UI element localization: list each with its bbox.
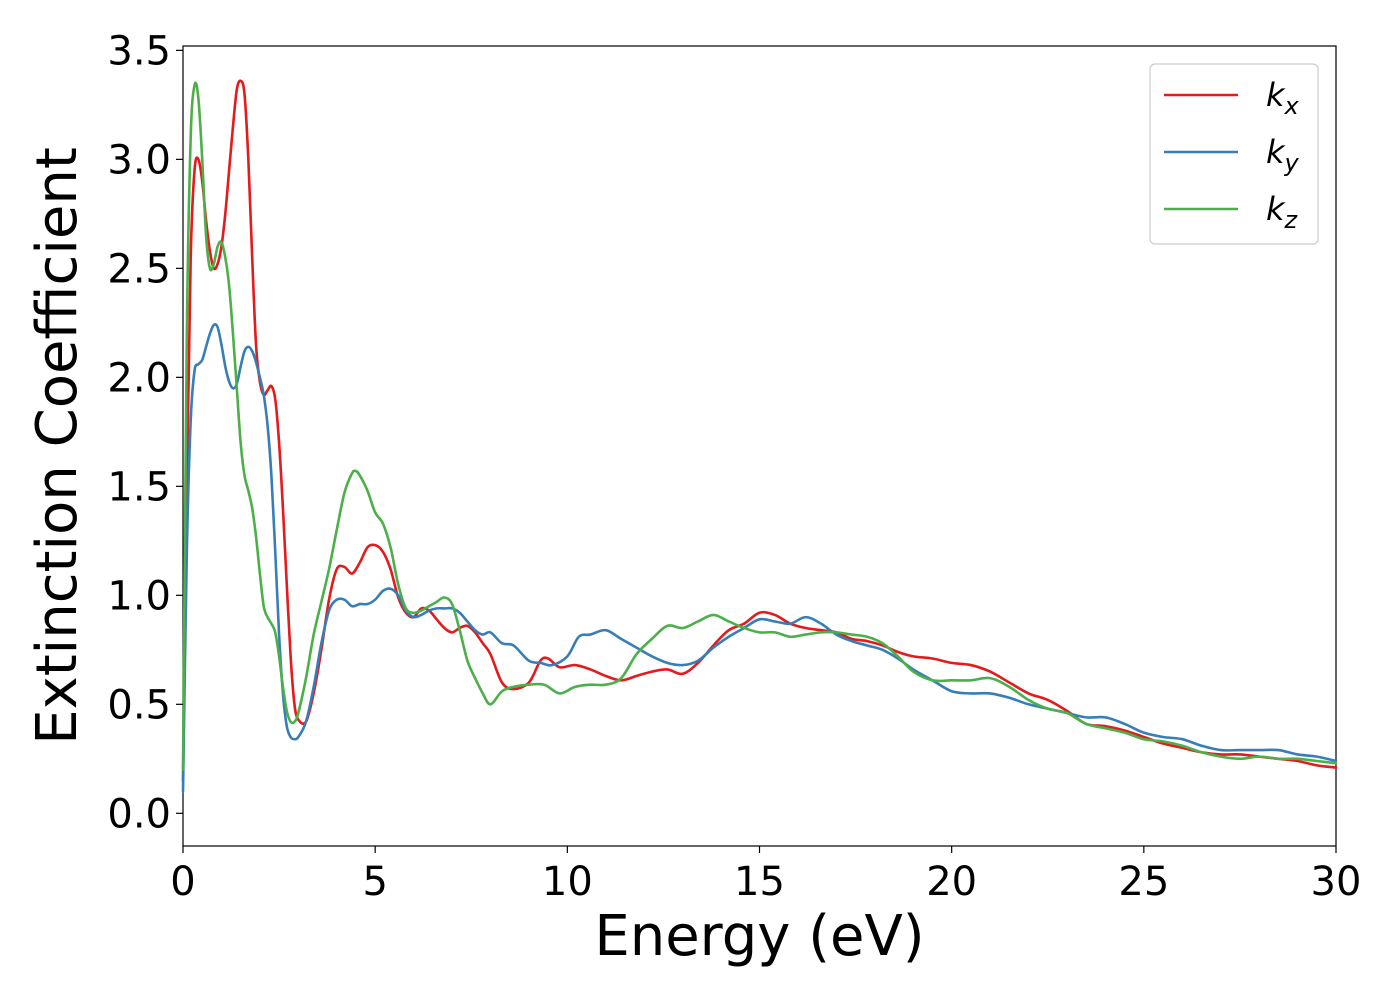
y-axis-title: Extinction Coefficient xyxy=(25,147,90,745)
series-line-kz xyxy=(181,81,1338,772)
legend: kx ky kz xyxy=(1149,63,1319,245)
y-tick-label: 2.0 xyxy=(107,355,171,401)
x-tick-label: 20 xyxy=(926,859,977,905)
plot-frame xyxy=(182,45,1337,847)
legend-label: ky xyxy=(1266,133,1300,177)
legend-box xyxy=(1149,63,1319,245)
y-tick-label: 3.0 xyxy=(107,137,171,183)
legend-label: kz xyxy=(1266,190,1299,234)
x-tick-label: 10 xyxy=(542,859,593,905)
y-tick-label: 0.0 xyxy=(107,791,171,837)
legend-entry-ky: ky xyxy=(1164,133,1300,177)
series-group xyxy=(181,79,1338,793)
x-tick-label: 25 xyxy=(1118,859,1169,905)
x-tick-label: 30 xyxy=(1311,859,1362,905)
x-axis: 0 5 10 15 20 25 30 xyxy=(170,846,1361,905)
series-line-ky xyxy=(181,323,1338,793)
x-axis-title: Energy (eV) xyxy=(594,904,924,969)
x-tick-label: 15 xyxy=(734,859,785,905)
plot-area xyxy=(182,45,1337,847)
x-tick-label: 5 xyxy=(362,859,387,905)
y-tick-label: 2.5 xyxy=(107,246,171,292)
legend-entry-kz: kz xyxy=(1164,190,1299,234)
y-tick-label: 1.0 xyxy=(107,573,171,619)
x-tick-label: 0 xyxy=(170,859,195,905)
series-line-kx xyxy=(181,79,1338,782)
y-tick-label: 1.5 xyxy=(107,464,171,510)
legend-entry-kx: kx xyxy=(1164,76,1300,120)
y-axis: 0.0 0.5 1.0 1.5 2.0 2.5 3.0 3.5 xyxy=(107,28,183,837)
y-tick-label: 0.5 xyxy=(107,682,171,728)
y-tick-label: 3.5 xyxy=(107,28,171,74)
legend-label: kx xyxy=(1266,76,1300,120)
